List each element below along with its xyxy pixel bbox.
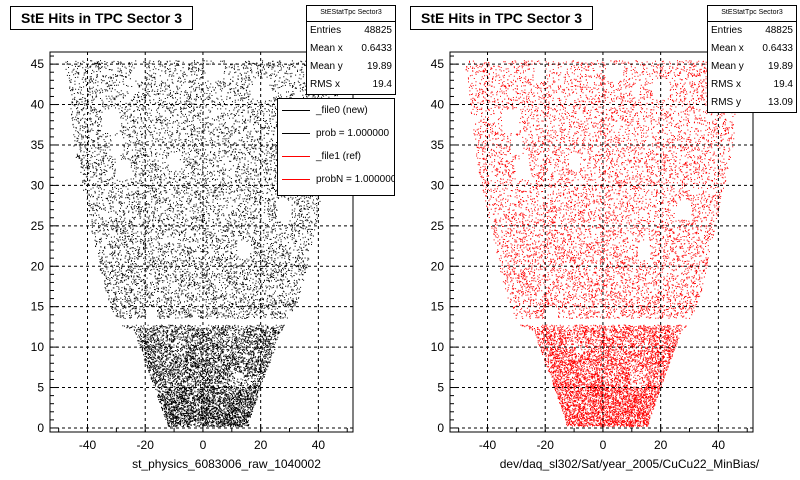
stats-value: 19.4 (372, 79, 392, 90)
stats-row-mean-x: Mean x 0.6433 (708, 40, 796, 58)
y-tick-label: 15 (31, 300, 45, 314)
stats-header: StEStatTpc Sector3 (307, 6, 395, 22)
stats-value: 48825 (765, 25, 793, 36)
legend-line-black (282, 110, 310, 111)
y-tick-label: 25 (31, 219, 45, 233)
y-tick-label: 45 (31, 57, 45, 71)
stats-row-mean-x: Mean x 0.6433 (307, 40, 395, 58)
stats-label: Mean x (310, 43, 343, 54)
right-histogram-panel: StE Hits in TPC Sector 3 -40 -20 0 20 40 0 5 10… (400, 0, 800, 480)
stats-row-rms-x: RMS x 19.4 (307, 76, 395, 94)
y-tick-label: 35 (431, 138, 445, 152)
stats-row-entries: Entries 48825 (307, 22, 395, 40)
stats-value: 13.09 (767, 97, 793, 108)
x-tick-label: 20 (654, 438, 668, 452)
stats-value: 19.89 (767, 61, 793, 72)
scatter-plot-right: -40 -20 0 20 40 0 5 10 15 20 25 30 35 40 45 dev/daq_sl3… (431, 51, 760, 471)
y-tick-label: 40 (431, 98, 445, 112)
x-tick-label: -40 (479, 438, 497, 452)
legend-line-red (282, 156, 310, 157)
x-tick-label: -20 (137, 438, 155, 452)
stats-value: 0.6433 (361, 43, 392, 54)
y-tick-label: 40 (31, 98, 45, 112)
legend-entry: probN = 1.000000 (278, 168, 394, 191)
y-tick-label: 0 (437, 421, 444, 435)
hit-points (465, 60, 740, 428)
stats-row-rms-x: RMS x 19.4 (708, 76, 796, 94)
chart-title: StE Hits in TPC Sector 3 (10, 6, 194, 30)
legend-box: _file0 (new) prob = 1.000000 _file1 (ref… (277, 98, 395, 196)
stats-row-entries: Entries 48825 (708, 22, 796, 40)
x-axis-label: st_physics_6083006_raw_1040002 (132, 457, 321, 471)
stats-label: RMS y (711, 97, 741, 108)
stats-label: Mean x (711, 43, 744, 54)
legend-line-black (282, 133, 310, 134)
stats-box: StEStatTpc Sector3 Entries 48825 Mean x … (707, 5, 797, 113)
y-tick-label: 15 (431, 300, 445, 314)
legend-label: _file1 (ref) (316, 151, 362, 162)
x-tick-label: 40 (312, 438, 326, 452)
stats-label: Mean y (711, 61, 744, 72)
y-tick-label: 25 (431, 219, 445, 233)
hit-points (65, 60, 342, 428)
scatter-points (465, 60, 740, 428)
stats-row-mean-y: Mean y 19.89 (307, 58, 395, 76)
legend-entry: prob = 1.000000 (278, 122, 394, 145)
stats-value: 19.89 (366, 61, 392, 72)
stats-row-mean-y: Mean y 19.89 (708, 58, 796, 76)
x-axis-label: dev/daq_sl302/Sat/year_2005/CuCu22_MinBi… (500, 457, 760, 471)
stats-row-rms-y: RMS y 13.09 (708, 94, 796, 112)
stats-box: StEStatTpc Sector3 Entries 48825 Mean x … (306, 5, 396, 95)
legend-line-red (282, 179, 310, 180)
y-tick-label: 5 (437, 381, 444, 395)
x-tick-label: -40 (79, 438, 97, 452)
stats-value: 48825 (364, 25, 392, 36)
y-tick-label: 30 (431, 178, 445, 192)
x-tick-label: -20 (537, 438, 555, 452)
y-tick-label: 5 (37, 381, 44, 395)
y-tick-label: 0 (37, 421, 44, 435)
scatter-points (65, 60, 342, 428)
x-tick-label: 0 (600, 438, 607, 452)
stats-label: RMS x (711, 79, 741, 90)
stats-label: Entries (310, 25, 342, 36)
stats-label: RMS x (310, 79, 340, 90)
y-tick-label: 10 (431, 340, 445, 354)
legend-entry: _file1 (ref) (278, 145, 394, 168)
left-histogram-panel: StE Hits in TPC Sector 3 -40 -20 0 20 40 0 5 10… (10, 5, 396, 471)
stats-value: 19.4 (773, 79, 793, 90)
legend-entry: _file0 (new) (278, 99, 394, 122)
stats-label: Entries (711, 25, 743, 36)
y-tick-label: 10 (31, 340, 45, 354)
y-tick-label: 35 (31, 138, 45, 152)
legend-label: prob = 1.000000 (316, 128, 390, 139)
y-tick-label: 20 (431, 259, 445, 273)
x-tick-label: 20 (254, 438, 268, 452)
y-tick-label: 45 (431, 57, 445, 71)
legend-label: probN = 1.000000 (316, 174, 395, 185)
x-tick-label: 40 (712, 438, 726, 452)
stats-value: 0.6433 (762, 43, 793, 54)
x-tick-label: 0 (200, 438, 207, 452)
y-tick-label: 30 (31, 178, 45, 192)
stats-header: StEStatTpc Sector3 (708, 6, 796, 22)
legend-label: _file0 (new) (316, 105, 368, 116)
stats-label: Mean y (310, 61, 343, 72)
grid (450, 52, 753, 432)
chart-title: StE Hits in TPC Sector 3 (410, 6, 594, 30)
y-tick-label: 20 (31, 259, 45, 273)
